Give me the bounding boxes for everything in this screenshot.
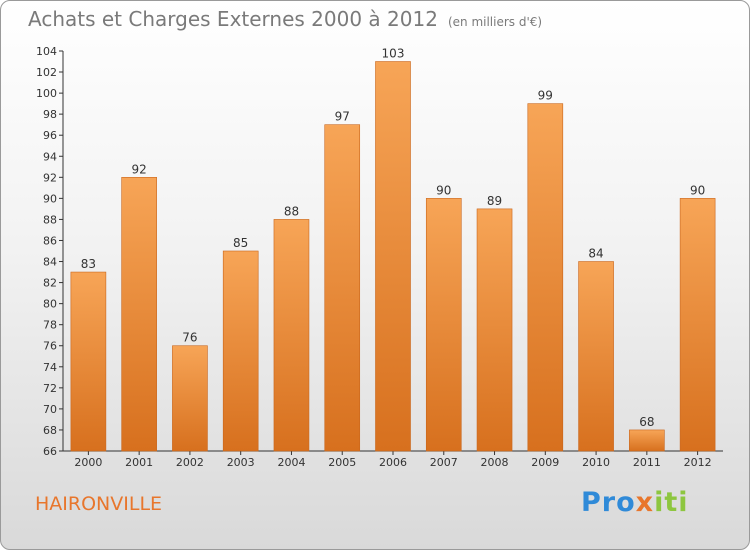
bar bbox=[679, 198, 716, 452]
chart-title: Achats et Charges Externes 2000 à 2012 (e… bbox=[28, 7, 542, 31]
y-tick-label: 66 bbox=[43, 445, 57, 458]
bar bbox=[70, 271, 107, 452]
x-tick-label: 2004 bbox=[277, 456, 305, 469]
y-tick-label: 90 bbox=[43, 192, 57, 205]
y-tick-label: 92 bbox=[43, 171, 57, 184]
bar bbox=[222, 250, 259, 452]
y-tick-label: 104 bbox=[36, 45, 57, 58]
commune-name: HAIRONVILLE bbox=[35, 493, 163, 515]
y-tick-label: 72 bbox=[43, 382, 57, 395]
y-tick-label: 76 bbox=[43, 340, 57, 353]
bar bbox=[172, 345, 208, 452]
bar-value-label: 90 bbox=[690, 183, 705, 197]
bar bbox=[121, 177, 157, 452]
x-tick-label: 2001 bbox=[125, 456, 153, 469]
x-tick-label: 2008 bbox=[481, 456, 509, 469]
logo-part-3: iti bbox=[654, 487, 689, 518]
bar-value-label: 99 bbox=[538, 89, 553, 103]
bar-value-label: 85 bbox=[233, 236, 248, 250]
bar bbox=[578, 261, 614, 452]
bar-value-label: 92 bbox=[132, 162, 147, 176]
bars: 83 92 76 85 88 97 103 90 89 99 84 68 90 bbox=[70, 47, 716, 452]
y-tick-label: 82 bbox=[43, 277, 57, 290]
chart-title-text: Achats et Charges Externes 2000 à 2012 bbox=[28, 7, 438, 31]
chart-unit: (en milliers d'€) bbox=[447, 15, 543, 29]
logo-part-1: Pro bbox=[581, 487, 636, 518]
y-tick-label: 68 bbox=[43, 424, 57, 437]
bar-value-label: 97 bbox=[335, 110, 350, 124]
bar bbox=[375, 61, 411, 452]
bar-value-label: 89 bbox=[487, 194, 502, 208]
x-tick-label: 2010 bbox=[582, 456, 610, 469]
axes: 66 68 70 72 74 76 78 80 82 84 86 88 90 92 94 96 98 100 102… bbox=[36, 45, 723, 469]
bar-value-label: 76 bbox=[182, 331, 197, 345]
bar-value-label: 103 bbox=[382, 47, 405, 61]
x-tick-label: 2007 bbox=[430, 456, 458, 469]
y-tick-label: 94 bbox=[43, 150, 57, 163]
y-tick-label: 70 bbox=[43, 403, 57, 416]
x-tick-label: 2003 bbox=[227, 456, 255, 469]
bar-value-label: 90 bbox=[436, 183, 451, 197]
x-tick-label: 2012 bbox=[684, 456, 712, 469]
bar bbox=[629, 429, 665, 452]
bar bbox=[425, 198, 462, 452]
y-tick-label: 80 bbox=[43, 298, 57, 311]
y-tick-label: 74 bbox=[43, 361, 57, 374]
y-tick-label: 98 bbox=[43, 108, 57, 121]
logo-part-2: x bbox=[635, 487, 655, 518]
x-tick-label: 2011 bbox=[633, 456, 661, 469]
bar-value-label: 88 bbox=[284, 204, 299, 218]
x-tick-label: 2005 bbox=[328, 456, 356, 469]
bar-value-label: 83 bbox=[81, 257, 96, 271]
x-tick-label: 2009 bbox=[531, 456, 559, 469]
bar bbox=[527, 103, 564, 452]
bar bbox=[476, 208, 513, 452]
y-tick-label: 86 bbox=[43, 234, 57, 247]
x-tick-label: 2002 bbox=[176, 456, 204, 469]
bar bbox=[273, 219, 310, 452]
bar bbox=[324, 124, 361, 452]
bar-value-label: 68 bbox=[639, 415, 654, 429]
y-tick-label: 100 bbox=[36, 87, 57, 100]
bar-value-label: 84 bbox=[588, 247, 603, 261]
proxiti-logo: Proxiti bbox=[581, 487, 689, 518]
x-tick-label: 2006 bbox=[379, 456, 407, 469]
y-tick-label: 78 bbox=[43, 319, 57, 332]
y-tick-label: 84 bbox=[43, 256, 57, 269]
y-tick-label: 88 bbox=[43, 213, 57, 226]
x-tick-label: 2000 bbox=[74, 456, 102, 469]
y-tick-label: 96 bbox=[43, 129, 57, 142]
y-tick-label: 102 bbox=[36, 66, 57, 79]
